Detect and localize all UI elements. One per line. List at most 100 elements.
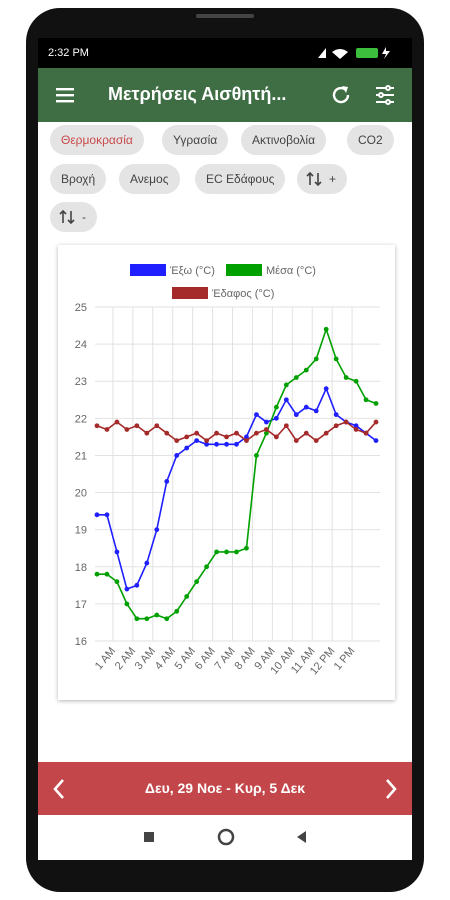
chip[interactable]: Βροχή	[50, 164, 107, 194]
data-point	[303, 367, 309, 373]
x-tick-label: 4 AM	[153, 645, 178, 672]
data-point	[94, 512, 100, 518]
prev-button[interactable]	[52, 778, 66, 800]
data-point	[94, 423, 100, 429]
data-point	[124, 586, 130, 592]
data-point	[224, 549, 229, 555]
x-tick-label: 6 AM	[193, 645, 218, 672]
data-point	[224, 441, 229, 447]
data-point	[134, 582, 140, 588]
menu-button[interactable]	[56, 86, 76, 104]
legend-label: Έξω (°C)	[169, 265, 215, 277]
data-point	[234, 430, 239, 436]
data-point	[174, 453, 180, 458]
data-point	[154, 423, 160, 429]
x-tick-label: 2 AM	[113, 645, 138, 672]
chip[interactable]: Ανεμος	[119, 164, 180, 194]
data-point	[263, 430, 269, 436]
data-point	[353, 378, 359, 384]
data-point	[313, 438, 319, 443]
data-point	[194, 579, 200, 585]
back-button[interactable]	[297, 831, 306, 843]
app-title: Μετρήσεις Αισθητή...	[108, 84, 287, 104]
legend-label: Έδαφος (°C)	[211, 288, 274, 300]
screen: 2:32 PM Μετρήσεις Αισθητή... Θερμοκρασία…	[38, 38, 412, 860]
data-point	[234, 549, 239, 555]
chip[interactable]: +	[297, 164, 348, 194]
data-point	[323, 430, 329, 436]
sort-icon	[306, 171, 322, 187]
data-point	[244, 438, 249, 443]
chip[interactable]: Ακτινοβολία	[241, 125, 327, 155]
data-point	[343, 375, 349, 380]
legend-swatch	[130, 264, 166, 276]
data-point	[254, 430, 259, 436]
x-tick-label: 5 AM	[173, 645, 198, 672]
data-point	[283, 382, 289, 388]
status-time: 2:32 PM	[48, 47, 89, 59]
data-point	[174, 438, 180, 443]
date-bar: Δευ, 29 Νοε - Κυρ, 5 Δεκ	[38, 762, 412, 815]
data-point	[373, 438, 379, 443]
data-point	[323, 326, 329, 332]
data-point	[333, 412, 339, 418]
data-point	[184, 434, 190, 440]
nav-buttons	[144, 828, 306, 846]
data-point	[283, 397, 289, 403]
legend-swatch	[226, 264, 262, 276]
chart-card: 16 17 18 19 20 21 22 23 24 25 1 AM 2 AM 3 AM 4 AM 5 AM…	[58, 245, 395, 700]
data-point	[353, 427, 359, 432]
data-point	[224, 434, 229, 440]
data-point	[293, 412, 299, 418]
refresh-button[interactable]	[329, 83, 353, 107]
data-point	[214, 430, 219, 436]
data-point	[303, 430, 309, 436]
y-tick-label: 21	[75, 450, 87, 462]
x-tick-label: 8 AM	[232, 645, 257, 672]
data-point	[333, 423, 339, 429]
data-point	[164, 479, 170, 484]
data-point	[293, 438, 299, 443]
data-point	[214, 441, 219, 447]
x-tick-label: 3 AM	[133, 645, 158, 672]
chip[interactable]: EC Εδάφους	[195, 164, 286, 194]
data-point	[244, 545, 249, 551]
data-point	[114, 549, 120, 555]
chip-label: -	[82, 210, 86, 224]
chip[interactable]: -	[50, 202, 97, 232]
y-tick-label: 18	[75, 562, 87, 574]
chart: 16 17 18 19 20 21 22 23 24 25 1 AM2 AM3 AM4 AM5 AM…	[75, 264, 380, 677]
data-point	[313, 408, 319, 414]
y-tick-label: 22	[75, 413, 87, 425]
speaker	[196, 14, 254, 18]
chip[interactable]: CO2	[347, 125, 394, 155]
sort-icon	[59, 209, 75, 225]
data-point	[254, 453, 259, 458]
data-point	[134, 423, 140, 429]
data-point	[194, 430, 200, 436]
data-point	[234, 441, 239, 447]
chip[interactable]: Θερμοκρασία	[50, 125, 144, 155]
data-point	[343, 419, 349, 425]
data-point	[363, 430, 369, 436]
home-button[interactable]	[217, 828, 235, 846]
data-point	[204, 564, 210, 570]
data-point	[144, 616, 150, 622]
filter-button[interactable]	[374, 84, 396, 106]
data-point	[373, 401, 379, 406]
chip[interactable]: Υγρασία	[162, 125, 229, 155]
data-point	[94, 571, 100, 577]
next-button[interactable]	[384, 778, 398, 800]
legend-swatch	[172, 287, 208, 299]
data-point	[263, 419, 269, 425]
nav-bar	[38, 815, 412, 860]
data-point	[144, 430, 150, 436]
data-point	[164, 616, 170, 622]
data-point	[214, 549, 219, 555]
recents-button[interactable]	[144, 832, 154, 842]
data-point	[144, 560, 150, 566]
data-point	[323, 386, 329, 392]
data-point	[174, 608, 180, 614]
data-point	[104, 427, 110, 432]
data-point	[184, 445, 190, 451]
